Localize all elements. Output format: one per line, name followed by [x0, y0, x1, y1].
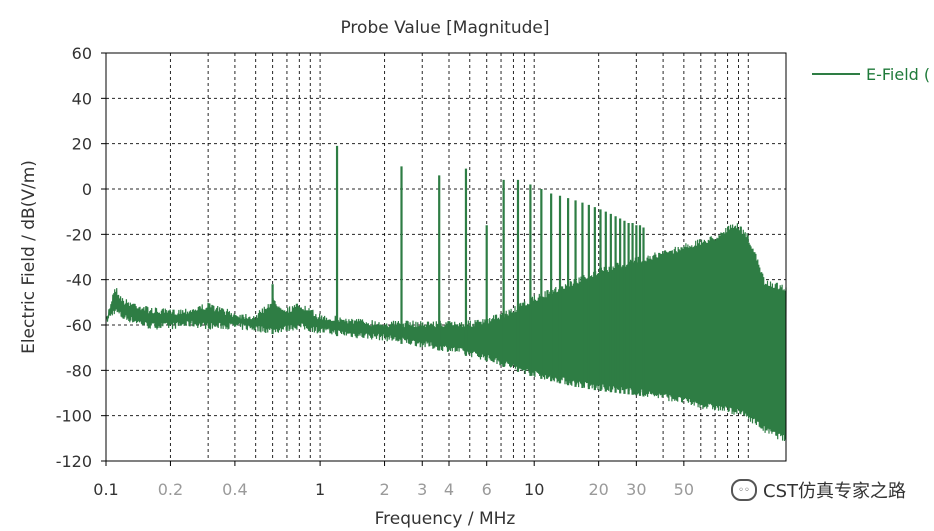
x-tick-label: 1 — [315, 480, 325, 499]
x-tick-label: 0.1 — [93, 480, 118, 499]
y-tick-label: -20 — [66, 225, 92, 244]
y-tick-label: 40 — [72, 89, 92, 108]
wechat-icon: ◦◦ — [731, 479, 757, 501]
y-tick-label: 0 — [82, 180, 92, 199]
x-tick-label: 0.2 — [158, 480, 183, 499]
x-tick-label: 10 — [524, 480, 544, 499]
plot-frame — [105, 52, 787, 462]
x-tick-label: 2 — [379, 480, 389, 499]
x-tick-label: 20 — [588, 480, 608, 499]
x-tick-label: 50 — [674, 480, 694, 499]
series-e-field — [105, 145, 787, 442]
x-axis-ticks: 0.1 0.2 0.4 1 2 3 4 6 10 20 30 50 — [93, 461, 694, 499]
x-tick-label: 3 — [417, 480, 427, 499]
chart-title: Probe Value [Magnitude] — [340, 18, 549, 38]
watermark: ◦◦ CST仿真专家之路 — [731, 477, 906, 503]
x-axis-label: Frequency / MHz — [375, 509, 516, 529]
y-tick-label: -60 — [66, 316, 92, 335]
x-tick-label: 30 — [626, 480, 646, 499]
y-axis-ticks: 60 40 20 0 -20 -40 -60 -80 -100 -120 — [56, 44, 106, 471]
y-tick-label: -80 — [66, 361, 92, 380]
y-tick-label: 60 — [72, 44, 92, 63]
legend: E-Field ( — [812, 65, 930, 84]
series-trace — [105, 223, 787, 442]
x-tick-label: 0.4 — [222, 480, 247, 499]
legend-label: E-Field ( — [866, 65, 930, 84]
y-tick-label: -40 — [66, 271, 92, 290]
y-tick-label: -100 — [56, 407, 92, 426]
watermark-text: CST仿真专家之路 — [763, 481, 906, 502]
y-axis-label: Electric Field / dB(V/m) — [19, 160, 39, 354]
y-tick-label: -120 — [56, 452, 92, 471]
y-tick-label: 20 — [72, 135, 92, 154]
x-tick-label: 6 — [482, 480, 492, 499]
x-tick-label: 4 — [444, 480, 454, 499]
